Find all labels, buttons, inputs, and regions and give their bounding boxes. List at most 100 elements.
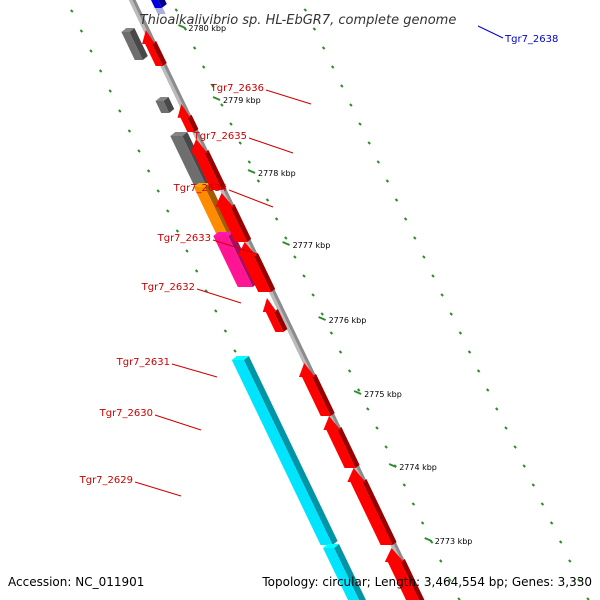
ruler-dots-far-dot xyxy=(422,255,426,259)
ruler-dots-inner-dot xyxy=(166,209,170,213)
ruler-dots-far-dot xyxy=(577,578,581,582)
ruler-dots-inner-dot xyxy=(233,349,237,353)
ruler-dots-outer-dot xyxy=(174,8,179,12)
gene-label-tgr7_2636: Tgr7_2636 xyxy=(210,83,264,94)
forward-arrow-8 xyxy=(347,468,397,545)
feature-cyan-2631-side xyxy=(243,356,338,545)
gene-leader-line xyxy=(196,288,242,304)
feature-magenta-2633-top xyxy=(213,232,234,236)
gene-label-tgr7_2638: Tgr7_2638 xyxy=(504,34,558,45)
gene-label-tgr7_2635: Tgr7_2635 xyxy=(193,131,247,142)
ruler-dots-outer-dot xyxy=(201,65,206,69)
ruler-dots-far-dot xyxy=(504,426,508,430)
ruler-dots-outer-dot xyxy=(347,369,352,373)
forward-arrow-7-side xyxy=(337,427,360,468)
gene-leader-line xyxy=(228,189,274,208)
ruler-dots-outer-dot xyxy=(311,293,315,297)
ruler-dots-inner-dot xyxy=(118,109,122,113)
forward-arrow-5-side xyxy=(273,309,288,332)
ruler-dots-outer-dot xyxy=(284,236,288,240)
ruler-dots-outer-dot xyxy=(356,388,361,392)
gene-leader-line xyxy=(248,137,294,154)
feature-cyan-2631-face xyxy=(231,360,333,545)
ruler-major-tick xyxy=(318,316,326,321)
topology-label: Topology: circular; Length: 3,464,554 bp… xyxy=(261,575,592,589)
ruler-dots-far xyxy=(303,8,590,600)
ruler-dots-far-dot xyxy=(340,84,344,88)
ruler-label-5: 2775 kbp xyxy=(364,390,402,399)
ruler-dots-far-dot xyxy=(303,8,308,12)
ruler-dots-far-dot xyxy=(449,312,453,316)
ruler-dots-inner-dot xyxy=(98,69,103,73)
ruler-dots-outer-dot xyxy=(274,217,279,221)
feature-gray-2636-top xyxy=(155,97,169,101)
ruler-dots-inner-dot xyxy=(79,29,84,33)
forward-arrow-8-body xyxy=(347,468,393,545)
feature-cyan-2629-face xyxy=(323,548,359,600)
ruler-dots-inner-dot xyxy=(185,249,189,253)
forward-arrow-0 xyxy=(142,30,167,66)
feature-gray-2636-side xyxy=(163,97,175,113)
ruler-dots-inner-dot xyxy=(127,129,132,133)
ruler-major-tick xyxy=(353,390,362,395)
feature-orange-2634-face xyxy=(193,187,228,234)
forward-arrow-1-side xyxy=(187,114,199,132)
forward-arrow-0-side xyxy=(152,41,167,66)
forward-arrow-9 xyxy=(384,548,425,600)
feature-blue-fade xyxy=(154,8,166,14)
gene-label-tgr7_2631: Tgr7_2631 xyxy=(116,357,170,368)
ruler-dots-outer-dot xyxy=(320,312,324,316)
feature-blue xyxy=(150,0,167,8)
ruler-dots-far-dot xyxy=(558,540,563,544)
ruler-dots-outer-dot xyxy=(420,521,425,525)
ruler-major-tick xyxy=(388,463,397,468)
gene-leader-line xyxy=(171,363,218,378)
feature-gray-2636 xyxy=(155,97,175,113)
ruler-dots-far-dot xyxy=(476,369,481,373)
forward-arrow-9-body xyxy=(384,548,420,600)
feature-orange-2634-top xyxy=(193,183,210,187)
feature-cyan-2631 xyxy=(231,356,338,545)
ruler-dots-outer-dot xyxy=(220,103,224,107)
ruler-dots-outer-dot xyxy=(238,141,242,145)
ruler-dots-far-dot xyxy=(403,217,408,221)
ruler-major-tick xyxy=(424,537,433,542)
feature-gray-top-side xyxy=(129,28,148,60)
ruler-dots-inner-dot xyxy=(156,189,160,193)
forward-arrow-3-side xyxy=(230,204,252,242)
ruler-dots-far-dot xyxy=(413,236,417,240)
ruler-dots-inner-dot xyxy=(137,149,141,153)
ruler-major-tick xyxy=(282,241,290,246)
ruler-dots-far-dot xyxy=(321,46,326,50)
forward-arrow-0-body xyxy=(142,30,163,66)
feature-cyan-2629 xyxy=(323,544,366,600)
ruler-dots-inner-dot xyxy=(146,169,151,173)
gene-leader-line xyxy=(154,414,202,431)
forward-arrow-1-body xyxy=(177,104,195,132)
feature-blue-side xyxy=(157,0,167,8)
ruler-label-7: 2773 kbp xyxy=(435,537,473,546)
forward-arrow-3-body xyxy=(215,193,248,242)
ruler-label-4: 2776 kbp xyxy=(329,316,367,325)
ruler-dots-inner-dot xyxy=(214,309,218,313)
feature-blue-face xyxy=(150,0,162,8)
forward-arrow-6 xyxy=(299,363,335,416)
ruler-dots-inner-dot xyxy=(194,269,199,273)
ruler-label-0: 2780 kbp xyxy=(188,24,226,33)
ruler-dots-far-dot xyxy=(495,407,499,411)
ruler-dots-inner-dot xyxy=(108,89,112,93)
ruler-dots-outer-dot xyxy=(329,331,334,335)
forward-arrow-1 xyxy=(177,104,199,132)
ruler-dots-outer-dot xyxy=(293,255,297,259)
ruler-dots-outer-dot xyxy=(302,274,306,278)
feature-gray-2635-top xyxy=(170,132,188,136)
ruler-label-3: 2777 kbp xyxy=(293,241,331,250)
ruler-dots-outer-dot xyxy=(384,445,388,449)
ruler-dots-far-dot xyxy=(513,445,517,449)
ruler-dots-far-dot xyxy=(485,388,490,392)
forward-arrow-2 xyxy=(190,139,227,190)
map-title: Thioalkalivibrio sp. HL-EbGR7, complete … xyxy=(140,13,457,28)
forward-arrow-7 xyxy=(323,416,360,468)
ruler-label-6: 2774 kbp xyxy=(399,463,437,472)
